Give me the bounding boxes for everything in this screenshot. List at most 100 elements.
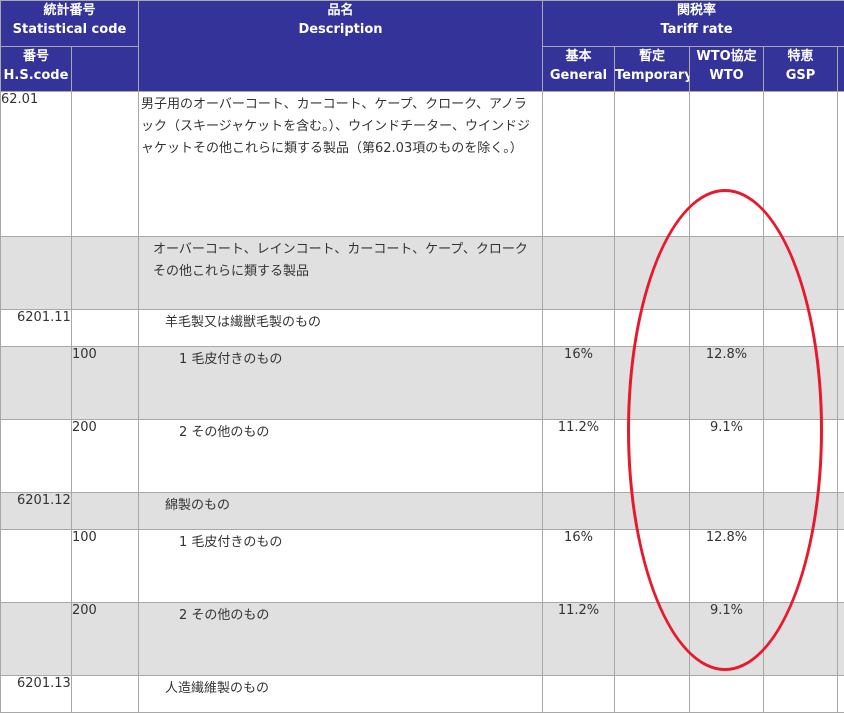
general-rate-cell: 16% bbox=[543, 530, 615, 603]
gsp-header-en: GSP bbox=[764, 66, 837, 85]
temporary-rate-cell bbox=[615, 676, 690, 713]
temporary-rate-cell bbox=[615, 603, 690, 676]
general-rate-cell: 11.2% bbox=[543, 603, 615, 676]
wto-header-jp: WTO協定 bbox=[690, 47, 763, 66]
temporary-rate-cell bbox=[615, 530, 690, 603]
temporary-rate-cell bbox=[615, 92, 690, 237]
description-text: 綿製のもの bbox=[139, 493, 542, 517]
general-header-en: General bbox=[543, 66, 614, 85]
stat-code-cell bbox=[72, 310, 139, 347]
description-text: 男子用のオーバーコート、カーコート、ケープ、クローク、アノラック（スキージャケッ… bbox=[139, 92, 542, 160]
description-header: 品名 Description bbox=[139, 1, 543, 92]
temporary-header: 暫定 Temporary bbox=[615, 47, 690, 92]
description-cell: オーバーコート、レインコート、カーコート、ケープ、クロークその他これらに類する製… bbox=[139, 237, 543, 310]
gsp-rate-cell bbox=[764, 420, 838, 493]
general-rate-cell bbox=[543, 237, 615, 310]
extra-cell bbox=[838, 530, 844, 603]
table-row: 6201.12 綿製のもの bbox=[1, 493, 844, 530]
hs-code-cell bbox=[1, 603, 72, 676]
tariff-rate-header: 関税率 Tariff rate bbox=[543, 1, 844, 47]
description-cell: 綿製のもの bbox=[139, 493, 543, 530]
temporary-header-en: Temporary bbox=[615, 66, 689, 85]
gsp-rate-cell bbox=[764, 237, 838, 310]
stat-code-cell: 100 bbox=[72, 530, 139, 603]
table-row: 6201.13 人造繊維製のもの bbox=[1, 676, 844, 713]
description-header-en: Description bbox=[139, 20, 542, 39]
description-text: 人造繊維製のもの bbox=[139, 676, 542, 700]
wto-rate-cell: 12.8% bbox=[690, 530, 764, 603]
temporary-header-jp: 暫定 bbox=[615, 47, 689, 66]
wto-rate-cell: 9.1% bbox=[690, 420, 764, 493]
description-text: 2 その他のもの bbox=[139, 420, 542, 444]
table-row: オーバーコート、レインコート、カーコート、ケープ、クロークその他これらに類する製… bbox=[1, 237, 844, 310]
hs-code-cell: 6201.13 bbox=[1, 676, 72, 713]
description-cell: 羊毛製又は繊獣毛製のもの bbox=[139, 310, 543, 347]
temporary-rate-cell bbox=[615, 310, 690, 347]
table-row: 100 1 毛皮付きのもの 16% 12.8% bbox=[1, 347, 844, 420]
extra-cell bbox=[838, 92, 844, 237]
wto-rate-cell bbox=[690, 310, 764, 347]
extra-cell bbox=[838, 676, 844, 713]
table-header: 統計番号 Statistical code 品名 Description 関税率… bbox=[1, 1, 844, 92]
stat-code-cell: 200 bbox=[72, 603, 139, 676]
temporary-rate-cell bbox=[615, 420, 690, 493]
general-header-jp: 基本 bbox=[543, 47, 614, 66]
description-cell: 1 毛皮付きのもの bbox=[139, 347, 543, 420]
description-text: 1 毛皮付きのもの bbox=[139, 347, 542, 371]
stat-code-cell: 200 bbox=[72, 420, 139, 493]
wto-header-en: WTO bbox=[690, 66, 763, 85]
description-cell: 1 毛皮付きのもの bbox=[139, 530, 543, 603]
general-rate-cell: 11.2% bbox=[543, 420, 615, 493]
hs-code-cell: 62.01 bbox=[1, 92, 72, 237]
extra-cell bbox=[838, 347, 844, 420]
stat-code-cell bbox=[72, 92, 139, 237]
wto-rate-cell: 12.8% bbox=[690, 347, 764, 420]
description-cell: 2 その他のもの bbox=[139, 420, 543, 493]
hs-code-header-en: H.S.code bbox=[1, 66, 71, 85]
stat-sub-header bbox=[72, 47, 139, 92]
extra-cell bbox=[838, 603, 844, 676]
gsp-rate-cell bbox=[764, 310, 838, 347]
hs-code-header: 番号 H.S.code bbox=[1, 47, 72, 92]
hs-code-cell bbox=[1, 530, 72, 603]
tariff-rate-header-en: Tariff rate bbox=[543, 20, 844, 39]
hs-code-cell: 6201.11 bbox=[1, 310, 72, 347]
gsp-rate-cell bbox=[764, 603, 838, 676]
gsp-rate-cell bbox=[764, 493, 838, 530]
general-rate-cell bbox=[543, 676, 615, 713]
hs-code-cell bbox=[1, 420, 72, 493]
temporary-rate-cell bbox=[615, 347, 690, 420]
description-text: 2 その他のもの bbox=[139, 603, 542, 627]
wto-rate-cell: 9.1% bbox=[690, 603, 764, 676]
general-rate-cell bbox=[543, 92, 615, 237]
stat-code-header-en: Statistical code bbox=[1, 20, 138, 39]
description-text: オーバーコート、レインコート、カーコート、ケープ、クロークその他これらに類する製… bbox=[139, 237, 542, 283]
gsp-rate-cell bbox=[764, 92, 838, 237]
description-text: 1 毛皮付きのもの bbox=[139, 530, 542, 554]
stat-code-header: 統計番号 Statistical code bbox=[1, 1, 139, 47]
general-rate-cell bbox=[543, 493, 615, 530]
gsp-header: 特恵 GSP bbox=[764, 47, 838, 92]
general-rate-cell: 16% bbox=[543, 347, 615, 420]
stat-code-cell bbox=[72, 237, 139, 310]
gsp-header-jp: 特恵 bbox=[764, 47, 837, 66]
wto-rate-cell bbox=[690, 237, 764, 310]
hs-code-cell bbox=[1, 237, 72, 310]
table-row: 6201.11 羊毛製又は繊獣毛製のもの bbox=[1, 310, 844, 347]
extra-cell bbox=[838, 493, 844, 530]
hs-code-cell: 6201.12 bbox=[1, 493, 72, 530]
description-header-jp: 品名 bbox=[139, 1, 542, 20]
stat-code-cell: 100 bbox=[72, 347, 139, 420]
extra-cell bbox=[838, 420, 844, 493]
wto-rate-cell bbox=[690, 676, 764, 713]
extra-cell bbox=[838, 237, 844, 310]
wto-rate-cell bbox=[690, 493, 764, 530]
stat-code-header-jp: 統計番号 bbox=[1, 1, 138, 20]
description-text: 羊毛製又は繊獣毛製のもの bbox=[139, 310, 542, 334]
general-header: 基本 General bbox=[543, 47, 615, 92]
table-row: 200 2 その他のもの 11.2% 9.1% bbox=[1, 420, 844, 493]
gsp-rate-cell bbox=[764, 347, 838, 420]
stat-code-cell bbox=[72, 676, 139, 713]
table-row: 200 2 その他のもの 11.2% 9.1% bbox=[1, 603, 844, 676]
